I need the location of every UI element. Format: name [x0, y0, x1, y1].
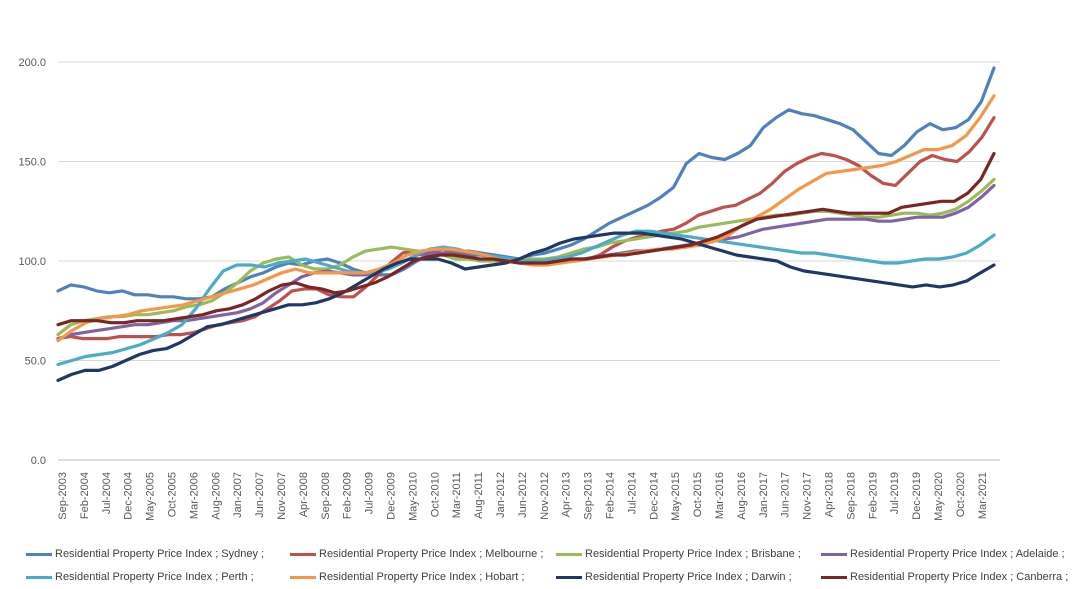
- x-tick-label: May-2015: [670, 472, 682, 521]
- x-tick-label: Feb-2009: [342, 472, 354, 519]
- legend-item: Residential Property Price Index ; Adela…: [821, 547, 1065, 561]
- x-tick-label: Mar-2006: [188, 472, 200, 519]
- x-tick-label: Jun-2012: [517, 472, 529, 518]
- legend-swatch: [26, 552, 52, 556]
- legend-swatch: [290, 552, 316, 556]
- x-tick-label: May-2010: [407, 472, 419, 521]
- legend-item: Residential Property Price Index ; Perth…: [26, 570, 254, 584]
- legend-item: Residential Property Price Index ; Canbe…: [821, 570, 1068, 584]
- x-tick-label: Sep-2013: [583, 472, 595, 520]
- x-tick-label: Apr-2018: [824, 472, 836, 517]
- x-tick-label: Jan-2017: [758, 472, 770, 518]
- x-tick-label: Feb-2014: [605, 472, 617, 519]
- legend-swatch: [556, 575, 582, 579]
- x-tick-label: May-2020: [933, 472, 945, 521]
- series-line: [56, 151, 996, 327]
- x-tick-label: Sep-2008: [320, 472, 332, 520]
- x-tick-label: Mar-2021: [977, 472, 989, 519]
- x-tick-label: Aug-2006: [210, 472, 222, 520]
- x-tick-label: Aug-2016: [736, 472, 748, 520]
- x-tick-label: Nov-2007: [276, 472, 288, 520]
- legend-swatch: [821, 575, 847, 579]
- x-tick-label: Oct-2015: [692, 472, 704, 517]
- x-tick-label: Nov-2017: [802, 472, 814, 520]
- legend-swatch: [821, 552, 847, 556]
- legend-item: Residential Property Price Index ; Hobar…: [290, 570, 524, 584]
- x-tick-label: Jun-2007: [254, 472, 266, 518]
- x-tick-label: Mar-2016: [714, 472, 726, 519]
- x-tick-label: Nov-2012: [539, 472, 551, 520]
- x-tick-label: Feb-2019: [867, 472, 879, 519]
- legend-label: Residential Property Price Index ; Sydne…: [55, 548, 265, 560]
- y-tick-label: 0.0: [31, 455, 46, 467]
- legend-item: Residential Property Price Index ; Darwi…: [556, 570, 792, 584]
- x-tick-label: Jul-2019: [889, 472, 901, 514]
- x-tick-label: Apr-2013: [561, 472, 573, 517]
- x-tick-label: Apr-2008: [298, 472, 310, 517]
- legend-label: Residential Property Price Index ; Perth…: [55, 571, 254, 583]
- x-tick-label: Oct-2005: [167, 472, 179, 517]
- x-tick-label: Aug-2011: [473, 472, 485, 519]
- legend-item: Residential Property Price Index ; Sydne…: [26, 547, 264, 561]
- y-tick-label: 150.0: [18, 157, 46, 169]
- x-tick-label: Dec-2009: [386, 472, 398, 520]
- x-tick-label: Dec-2019: [911, 472, 923, 520]
- legend-swatch: [556, 552, 582, 556]
- legend-item: Residential Property Price Index ; Melbo…: [290, 547, 543, 561]
- legend-label: Residential Property Price Index ; Darwi…: [585, 571, 792, 583]
- legend-label: Residential Property Price Index ; Adela…: [850, 548, 1065, 560]
- x-tick-label: May-2005: [145, 472, 157, 521]
- x-tick-label: Sep-2018: [845, 472, 857, 520]
- x-tick-label: Jul-2009: [364, 472, 376, 514]
- legend-label: Residential Property Price Index ; Canbe…: [850, 571, 1069, 583]
- x-tick-label: Jan-2007: [232, 472, 244, 518]
- x-tick-label: Oct-2010: [429, 472, 441, 517]
- y-tick-label: 100.0: [18, 256, 46, 268]
- legend-swatch: [26, 575, 52, 579]
- x-tick-label: Dec-2014: [648, 472, 660, 520]
- y-tick-label: 50.0: [25, 356, 46, 368]
- series-line: [56, 231, 996, 382]
- y-tick-label: 200.0: [18, 57, 46, 69]
- x-tick-label: Jun-2017: [780, 472, 792, 518]
- x-tick-label: Sep-2003: [57, 472, 69, 520]
- series-line: [56, 229, 996, 367]
- legend-label: Residential Property Price Index ; Brisb…: [585, 548, 801, 560]
- legend-label: Residential Property Price Index ; Melbo…: [319, 548, 544, 560]
- x-tick-label: Jul-2014: [626, 472, 638, 514]
- x-tick-label: Mar-2011: [451, 472, 463, 518]
- legend-item: Residential Property Price Index ; Brisb…: [556, 547, 801, 561]
- legend-label: Residential Property Price Index ; Hobar…: [319, 571, 525, 583]
- x-tick-label: Jan-2012: [495, 472, 507, 518]
- x-tick-label: Dec-2004: [123, 472, 135, 520]
- x-tick-label: Feb-2004: [79, 472, 91, 519]
- x-tick-label: Oct-2020: [955, 472, 967, 517]
- legend-swatch: [290, 575, 316, 579]
- x-tick-label: Jul-2004: [101, 472, 113, 514]
